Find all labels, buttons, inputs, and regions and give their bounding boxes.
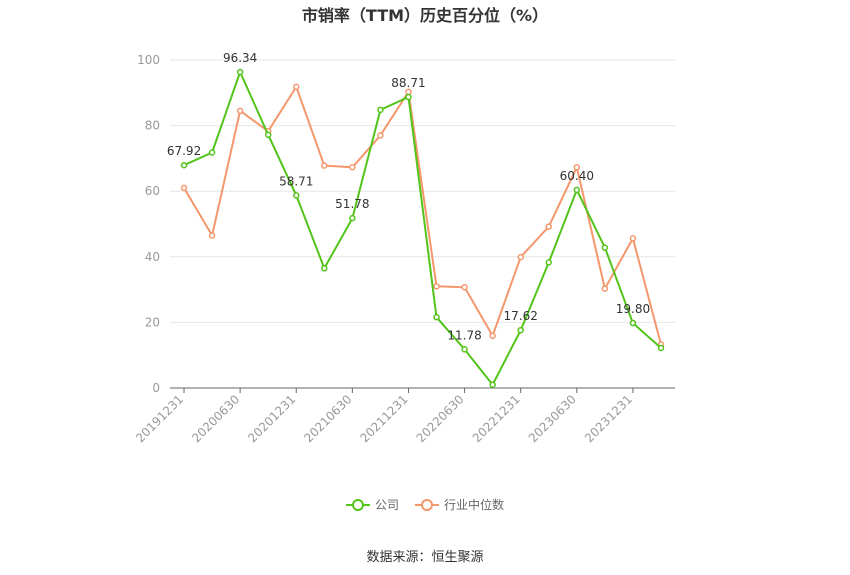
- y-tick-label: 40: [145, 250, 160, 264]
- x-tick-label: 20220630: [414, 392, 467, 445]
- data-point: [377, 132, 384, 139]
- data-point: [405, 88, 412, 96]
- data-point: [321, 162, 328, 169]
- data-point: [629, 319, 637, 327]
- data-point: [236, 107, 244, 115]
- data-point: [349, 214, 356, 222]
- data-label: 51.78: [335, 197, 369, 211]
- data-point: [208, 149, 216, 156]
- data-labels: 67.92 96.34 58.71 51.78 88.71 11.78 17.62 60.40…: [167, 51, 650, 342]
- data-point: [573, 164, 581, 171]
- data-point: [293, 192, 300, 199]
- data-point: [433, 283, 440, 290]
- data-label: 17.62: [504, 309, 538, 323]
- data-point: [545, 259, 552, 266]
- legend-label: 行业中位数: [444, 498, 505, 512]
- data-point: [293, 83, 300, 91]
- x-axis: 20191231 20200630 20201231 20210630 20211231…: [133, 387, 675, 445]
- data-point: [517, 253, 524, 261]
- y-tick-label: 80: [145, 119, 160, 133]
- data-point: [264, 131, 272, 139]
- data-label: 60.40: [560, 169, 594, 183]
- data-point: [208, 232, 216, 239]
- data-label: 96.34: [223, 51, 257, 65]
- x-tick-label: 20200630: [189, 392, 242, 445]
- series-layer: [180, 68, 665, 388]
- data-label: 67.92: [167, 144, 201, 158]
- y-tick-label: 0: [152, 381, 160, 395]
- data-point: [461, 284, 468, 291]
- legend: 公司 行业中位数: [0, 496, 850, 515]
- data-label: 58.71: [279, 174, 313, 188]
- chart-title: 市销率（TTM）历史百分位（%）: [301, 6, 549, 25]
- data-point: [573, 186, 581, 194]
- legend-swatch-icon: [345, 498, 370, 512]
- legend-item[interactable]: 行业中位数: [415, 496, 504, 513]
- data-point: [377, 106, 384, 114]
- data-point: [489, 381, 496, 388]
- series-line: [183, 84, 662, 345]
- legend-label: 公司: [374, 498, 399, 512]
- data-label: 19.80: [616, 302, 650, 316]
- data-point: [433, 313, 440, 321]
- y-tick-label: 60: [145, 184, 160, 198]
- data-point: [180, 161, 188, 169]
- data-point: [489, 332, 496, 340]
- data-point: [601, 244, 609, 251]
- x-tick-label: 20230630: [526, 392, 579, 445]
- data-point: [517, 326, 524, 334]
- data-point: [349, 164, 356, 171]
- data-point: [236, 68, 244, 76]
- x-tick-label: 20201231: [245, 392, 298, 445]
- data-point: [545, 223, 552, 230]
- data-point: [180, 184, 188, 192]
- data-label: 88.71: [391, 76, 425, 90]
- y-tick-label: 20: [145, 315, 160, 329]
- data-point: [601, 285, 609, 292]
- data-point: [657, 344, 665, 352]
- data-label: 11.78: [447, 328, 481, 342]
- x-tick-label: 20221231: [470, 392, 523, 445]
- series-line: [183, 69, 662, 387]
- legend-swatch-icon: [415, 498, 439, 512]
- source-note: 数据来源：恒生聚源: [366, 550, 484, 565]
- data-point: [321, 265, 328, 272]
- x-tick-label: 20210630: [301, 392, 354, 445]
- y-tick-label: 100: [137, 53, 160, 67]
- data-point: [629, 235, 637, 242]
- legend-item[interactable]: 公司: [345, 496, 399, 513]
- data-point: [405, 93, 412, 101]
- x-tick-label: 20191231: [133, 392, 186, 445]
- y-axis: 0 20 40 60 80 100: [137, 53, 160, 395]
- x-tick-label: 20231231: [582, 392, 635, 445]
- x-tick-label: 20211231: [358, 392, 411, 445]
- data-point: [461, 346, 468, 353]
